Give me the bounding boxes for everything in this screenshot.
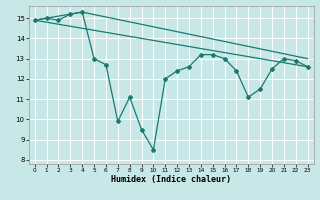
X-axis label: Humidex (Indice chaleur): Humidex (Indice chaleur): [111, 175, 231, 184]
